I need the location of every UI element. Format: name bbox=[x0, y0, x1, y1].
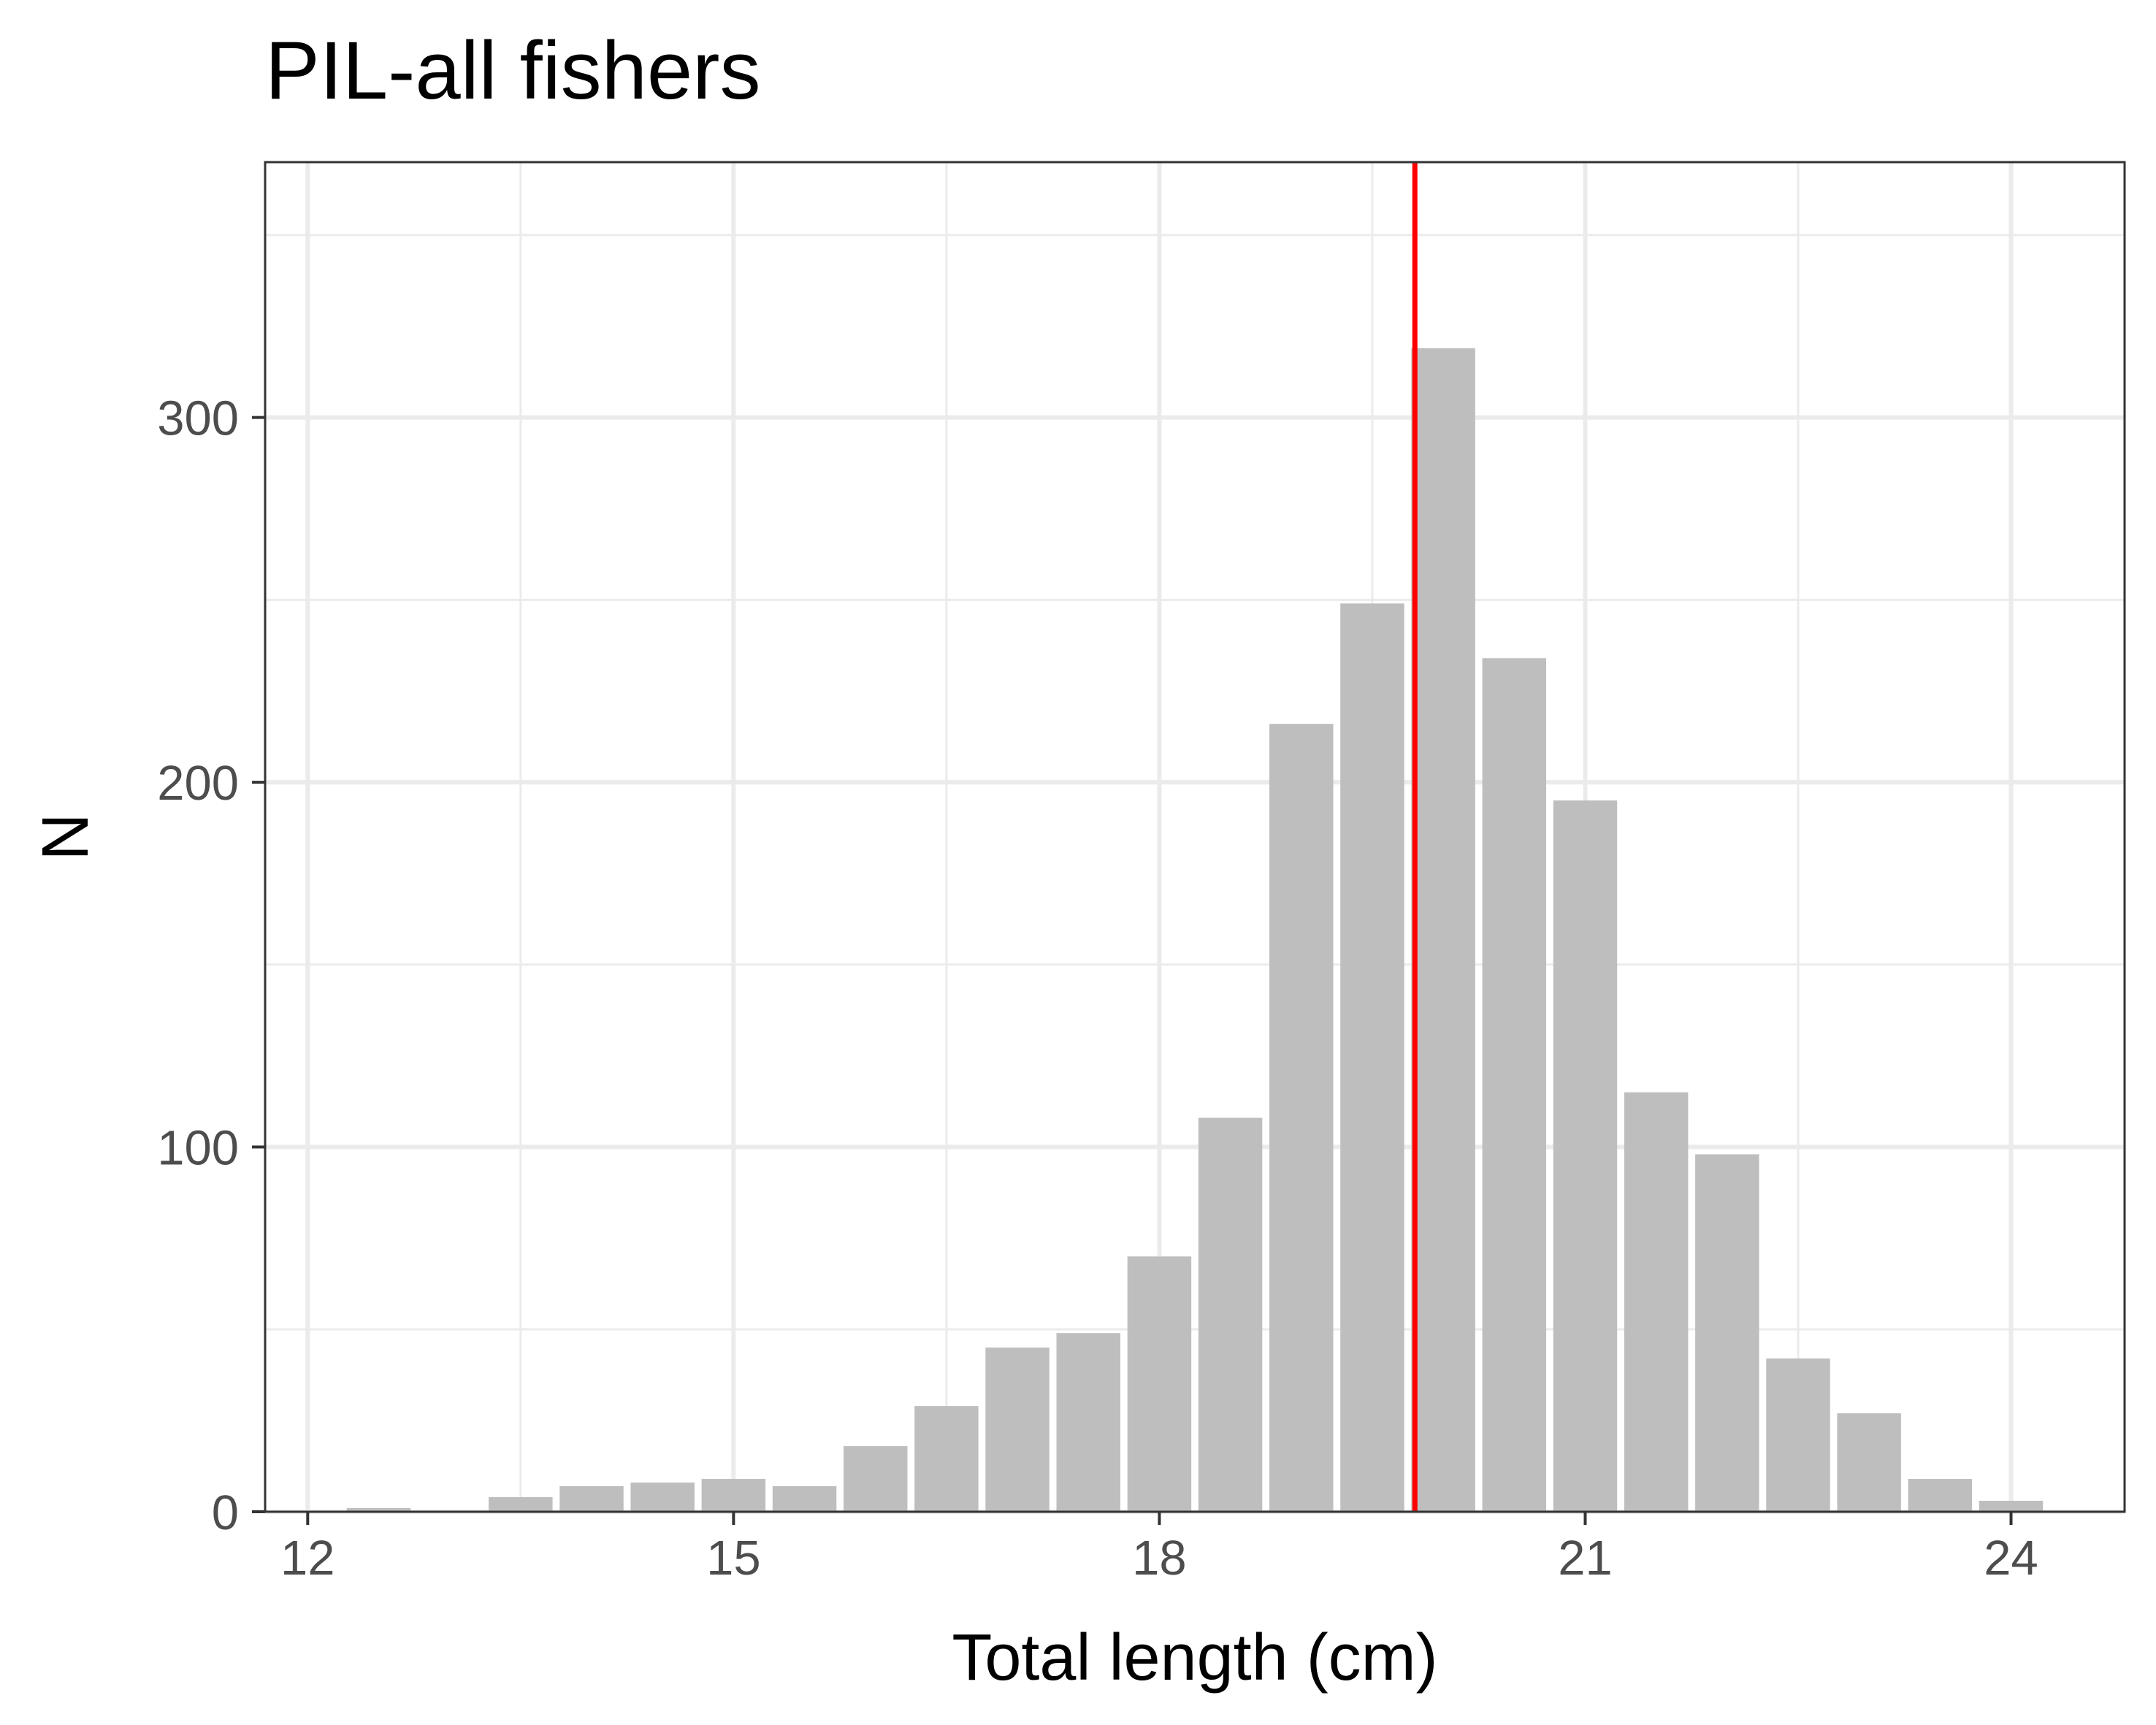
x-tick-label: 21 bbox=[1558, 1531, 1613, 1586]
histogram-bar bbox=[346, 1508, 411, 1512]
histogram-bar bbox=[1837, 1413, 1901, 1512]
x-axis: 12 15 18 21 24 bbox=[280, 1512, 2038, 1586]
histogram-bar bbox=[1624, 1092, 1689, 1512]
histogram-bar bbox=[1411, 348, 1475, 1512]
y-tick-label: 100 bbox=[157, 1121, 239, 1176]
histogram-bar bbox=[630, 1483, 695, 1512]
histogram-bar bbox=[914, 1406, 979, 1512]
plot-border bbox=[264, 161, 2126, 1513]
histogram-bar bbox=[843, 1446, 908, 1512]
histogram-bar bbox=[1908, 1479, 1973, 1512]
y-tick-label: 300 bbox=[157, 391, 239, 446]
x-tick-label: 18 bbox=[1132, 1531, 1187, 1586]
y-tick-label: 200 bbox=[157, 756, 239, 811]
histogram-bar bbox=[1340, 603, 1404, 1512]
x-axis-title: Total length (cm) bbox=[952, 1621, 1437, 1694]
x-tick-label: 24 bbox=[1984, 1531, 2038, 1586]
histogram-bar bbox=[701, 1479, 766, 1512]
histogram-bar bbox=[985, 1347, 1050, 1512]
y-axis: 0 100 200 300 bbox=[157, 391, 265, 1540]
histogram-bar bbox=[1056, 1333, 1120, 1512]
y-axis-title: N bbox=[29, 814, 102, 861]
chart-title: PIL-all fishers bbox=[265, 25, 760, 116]
x-tick-label: 15 bbox=[706, 1531, 761, 1586]
histogram-bar bbox=[559, 1486, 624, 1512]
histogram-bar bbox=[1198, 1117, 1263, 1512]
histogram-bar bbox=[772, 1486, 837, 1512]
histogram-bar bbox=[1127, 1256, 1192, 1512]
x-tick-label: 12 bbox=[280, 1531, 335, 1586]
histogram-bar bbox=[1482, 658, 1547, 1512]
bars-layer bbox=[346, 348, 2044, 1512]
y-tick-label: 0 bbox=[212, 1485, 239, 1540]
histogram-bar bbox=[1269, 724, 1334, 1512]
histogram-bar bbox=[1979, 1501, 2044, 1512]
histogram-bar bbox=[1766, 1358, 1830, 1512]
histogram-bar bbox=[1695, 1154, 1759, 1512]
plot-panel bbox=[265, 162, 2125, 1512]
histogram-bar bbox=[1553, 800, 1618, 1512]
histogram-bar bbox=[489, 1497, 553, 1512]
